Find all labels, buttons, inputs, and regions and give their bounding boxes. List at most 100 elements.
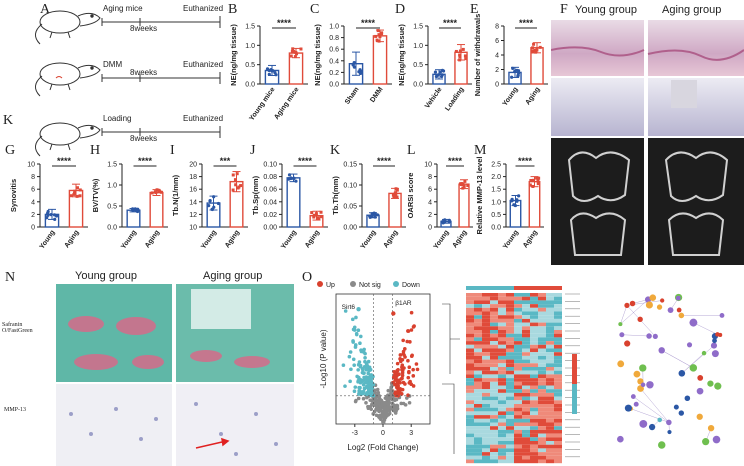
network-node (678, 410, 684, 416)
heatmap-cell (498, 374, 506, 379)
heatmap-cell (546, 341, 554, 345)
significance-label: *** (220, 156, 231, 166)
network-edge (620, 299, 649, 325)
significance-label: **** (277, 18, 292, 28)
heatmap-cell (554, 300, 562, 305)
heatmap-cell (466, 333, 474, 338)
x-tick-label: Young (200, 229, 218, 250)
y-tick-label: 0.10 (263, 162, 277, 169)
data-point (388, 406, 393, 410)
data-point (267, 68, 271, 73)
network-node (696, 387, 704, 395)
data-point (400, 368, 405, 373)
data-point (352, 65, 357, 69)
data-point (363, 380, 368, 385)
data-point (216, 201, 221, 206)
panel-letter-k-schema: K (3, 113, 14, 128)
data-point (385, 394, 389, 399)
data-point (531, 46, 535, 50)
data-point (384, 409, 388, 414)
network-node (712, 338, 717, 344)
heatmap-cell (514, 448, 522, 453)
heatmap-cell (490, 437, 498, 441)
data-point (367, 376, 372, 380)
data-point (293, 55, 297, 59)
network-node (707, 380, 714, 387)
heatmap-cell (490, 348, 498, 353)
data-point (400, 376, 404, 381)
heatmap-cell (490, 293, 498, 297)
significance-label: **** (443, 18, 458, 28)
data-point (316, 216, 320, 220)
heatmap-cell (514, 385, 522, 390)
y-tick-label: 0.0 (107, 225, 117, 232)
y-tick-label: 0.0 (329, 82, 339, 89)
heatmap-cell (490, 307, 498, 312)
data-point (231, 173, 235, 177)
heatmap-cell (522, 411, 530, 416)
network-node (646, 381, 654, 389)
heatmap-cell (506, 459, 514, 464)
heatmap-cell (474, 318, 482, 323)
heatmap-cell (522, 452, 530, 456)
heatmap-cell (522, 407, 530, 412)
heatmap-cell (546, 437, 554, 441)
data-point (366, 404, 370, 409)
heatmap-cell (490, 315, 498, 319)
significance-label: **** (519, 18, 534, 28)
heatmap-cell (530, 422, 538, 427)
heatmap-cell (482, 348, 490, 353)
heatmap-cell (554, 426, 562, 430)
data-point (212, 195, 216, 199)
network-node (689, 364, 698, 372)
data-point (535, 176, 539, 180)
data-point (402, 353, 406, 357)
network-node (624, 340, 631, 347)
y-tick-label: 2 (31, 212, 35, 219)
y-tick-label: 14 (189, 199, 197, 206)
heatmap-cell (474, 389, 482, 393)
heatmap-cell (554, 307, 562, 312)
heatmap-cell (530, 333, 538, 338)
heatmap-cell (514, 407, 522, 412)
histology-n-images (56, 284, 294, 466)
data-point (352, 389, 357, 394)
data-point (461, 47, 465, 51)
data-point (512, 203, 516, 207)
data-point (531, 178, 535, 182)
data-point (406, 329, 411, 333)
heatmap-cell (530, 452, 538, 456)
heatmap-cell (514, 415, 522, 419)
y-axis-label: NE(ng/mg tissue) (229, 24, 238, 86)
heatmap-cell (474, 404, 482, 408)
heatmap-cell (506, 367, 514, 371)
x-tick-label: Young (120, 229, 138, 250)
annotation-label: Sirt6 (342, 304, 356, 311)
data-point (401, 380, 406, 385)
data-point (403, 347, 407, 351)
data-point (358, 68, 362, 72)
heatmap-cell (530, 404, 538, 408)
data-point (405, 396, 409, 400)
x-tick-label: Aging (304, 229, 321, 249)
data-point (399, 401, 404, 406)
data-point (533, 48, 537, 52)
heatmap-cell (514, 452, 522, 456)
heatmap-cell (522, 296, 530, 301)
heatmap-cell (554, 330, 562, 334)
heatmap-cell (482, 455, 490, 460)
y-tick-label: 0.4 (329, 58, 339, 65)
heatmap-cell (498, 407, 506, 412)
heatmap-cell (514, 381, 522, 386)
network-node (667, 307, 674, 314)
heatmap-cell (538, 359, 546, 364)
heatmap-cell (482, 293, 490, 297)
panel-letter-f: F (560, 2, 568, 17)
x-tick-label: Young (360, 229, 378, 250)
heatmap-cell (538, 452, 546, 456)
heatmap-cell (514, 429, 522, 434)
heatmap-cell (522, 381, 530, 386)
heatmap-cell (474, 426, 482, 430)
mmp13-young-image (56, 384, 172, 466)
heatmap-cell (546, 370, 554, 375)
